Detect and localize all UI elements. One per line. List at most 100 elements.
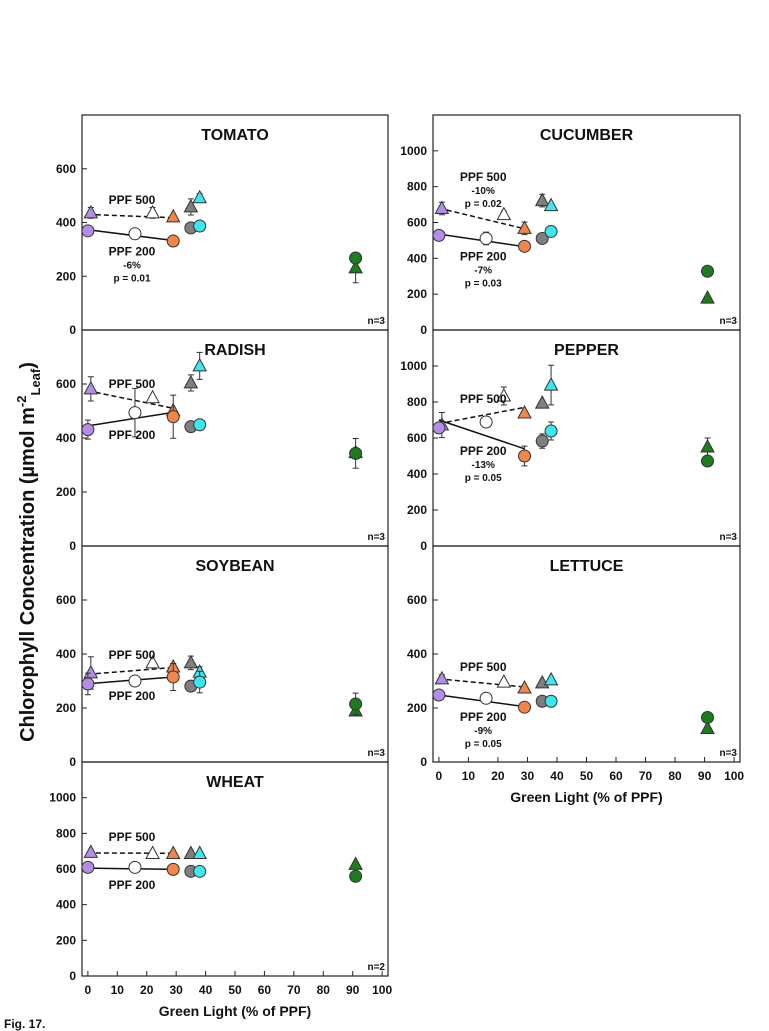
p-value: p = 0.05 [465, 739, 502, 750]
triangle-point [165, 208, 181, 223]
x-tick-label: 60 [609, 769, 623, 783]
y-tick-label: 600 [56, 162, 76, 176]
x-tick-label: 40 [199, 983, 213, 997]
triangle-point [700, 290, 715, 304]
y-tick-label: 200 [407, 701, 427, 715]
circle-point [701, 454, 715, 468]
y-tick-label: 600 [56, 862, 76, 876]
percent-change: -6% [123, 260, 141, 271]
y-tick-label: 200 [56, 701, 76, 715]
series-label: PPF 200 [460, 710, 507, 724]
circle-point [349, 697, 363, 711]
series-label: PPF 500 [109, 830, 156, 844]
triangle-point [434, 670, 450, 685]
triangle-point [496, 674, 512, 688]
y-tick-label: 0 [420, 323, 427, 337]
circle-point [518, 239, 532, 253]
triangle-point [517, 679, 532, 694]
y-tick-label: 600 [407, 593, 427, 607]
triangle-point [543, 377, 559, 391]
fit-line [87, 390, 174, 410]
percent-change: -13% [472, 460, 495, 471]
panel-title: PEPPER [554, 342, 619, 359]
y-tick-label: 800 [407, 395, 427, 409]
circle-point [432, 228, 446, 242]
circle-point [544, 694, 558, 708]
triangle-point [700, 438, 715, 453]
circle-point [128, 406, 142, 420]
percent-change: -10% [472, 186, 495, 197]
circle-point [81, 224, 95, 238]
triangle-point [543, 197, 559, 212]
triangle-point [183, 845, 199, 859]
p-value: p = 0.02 [465, 199, 502, 210]
y-tick-label: 400 [407, 467, 427, 481]
panel-frame [81, 114, 389, 331]
circle-point [128, 227, 142, 241]
y-label-sub: Leaf [28, 368, 43, 395]
triangle-point [517, 404, 532, 419]
y-tick-label: 200 [56, 269, 76, 283]
x-tick-label: 0 [436, 769, 443, 783]
caption: Fig. 17. [4, 1017, 45, 1031]
circle-point [349, 869, 363, 883]
triangle-point [192, 357, 208, 372]
triangle-point [496, 206, 512, 221]
triangle-point [83, 844, 99, 858]
x-tick-label: 90 [346, 983, 360, 997]
circle-point [349, 251, 363, 265]
y-tick-label: 400 [407, 251, 427, 265]
series-label: PPF 200 [109, 428, 156, 442]
triangle-point [543, 671, 559, 686]
sample-note: n=2 [367, 962, 385, 973]
fit-line [87, 213, 174, 219]
circle-point [193, 675, 207, 689]
triangle-point [192, 189, 208, 204]
sample-note: n=3 [719, 532, 737, 543]
circle-point [432, 421, 446, 435]
percent-change: -9% [474, 726, 492, 737]
series-label: PPF 500 [109, 377, 156, 391]
panel-title: LETTUCE [550, 558, 624, 575]
circle-point [535, 231, 549, 245]
x-tick-label: 50 [580, 769, 594, 783]
sample-note: n=3 [719, 316, 737, 327]
series-label: PPF 200 [109, 244, 156, 258]
circle-point [81, 423, 95, 437]
circle-point [193, 219, 207, 233]
triangle-point [145, 204, 160, 219]
circle-point [81, 860, 95, 874]
y-tick-label: 0 [69, 755, 76, 769]
y-tick-label: 1000 [400, 359, 427, 373]
triangle-point [534, 395, 550, 409]
y-label-end: ) [17, 362, 39, 369]
x-tick-label: 10 [462, 769, 476, 783]
triangle-point [700, 720, 715, 735]
x-axis-label: Green Light (% of PPF) [510, 789, 662, 805]
x-tick-label: 10 [111, 983, 125, 997]
series-label: PPF 200 [109, 689, 156, 703]
y-tick-label: 0 [69, 969, 76, 983]
circle-point [518, 449, 532, 463]
y-tick-label: 600 [56, 593, 76, 607]
circle-point [193, 864, 207, 878]
circle-point [81, 677, 95, 691]
series-label: PPF 500 [460, 392, 507, 406]
circle-point [479, 415, 493, 429]
sample-note: n=3 [367, 316, 385, 327]
circle-point [479, 691, 493, 705]
panel-frame [432, 329, 741, 547]
y-axis-label: Chlorophyll Concentration (µmol m-2Leaf) [14, 362, 43, 742]
triangle-point [83, 664, 99, 679]
triangle-point [192, 845, 208, 859]
triangle-point [348, 259, 363, 274]
x-tick-label: 80 [668, 769, 682, 783]
y-tick-label: 400 [56, 647, 76, 661]
x-tick-label: 60 [258, 983, 272, 997]
x-tick-label: 70 [287, 983, 301, 997]
y-tick-label: 1000 [400, 144, 427, 158]
x-axis-label: Green Light (% of PPF) [159, 1003, 311, 1019]
series-label: PPF 500 [460, 170, 507, 184]
